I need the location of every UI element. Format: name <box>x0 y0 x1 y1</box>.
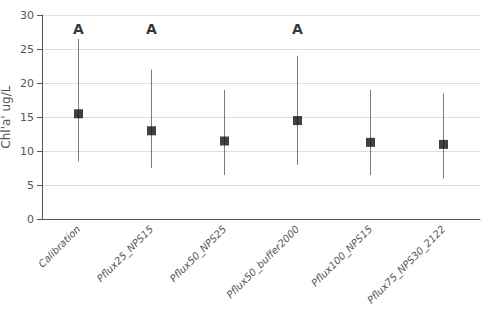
svg-text:5: 5 <box>27 179 34 192</box>
svg-text:20: 20 <box>20 77 34 90</box>
svg-text:A: A <box>146 21 157 37</box>
svg-text:25: 25 <box>20 43 34 56</box>
svg-text:Pflux100_NPS15: Pflux100_NPS15 <box>309 223 375 289</box>
svg-text:10: 10 <box>20 145 34 158</box>
svg-text:Pflux50_NPS25: Pflux50_NPS25 <box>168 223 229 284</box>
svg-text:Pflux50_buffer2000: Pflux50_buffer2000 <box>224 223 302 301</box>
svg-text:Pflux75_NPS30_2122: Pflux75_NPS30_2122 <box>365 223 448 306</box>
svg-text:Calibration: Calibration <box>36 223 82 269</box>
svg-text:Chl'a' ug/L: Chl'a' ug/L <box>0 85 13 148</box>
svg-text:Pflux25_NPS15: Pflux25_NPS15 <box>95 223 156 284</box>
svg-text:A: A <box>292 21 303 37</box>
svg-text:30: 30 <box>20 9 34 22</box>
svg-text:15: 15 <box>20 111 34 124</box>
svg-text:0: 0 <box>27 213 34 226</box>
svg-text:A: A <box>73 21 84 37</box>
